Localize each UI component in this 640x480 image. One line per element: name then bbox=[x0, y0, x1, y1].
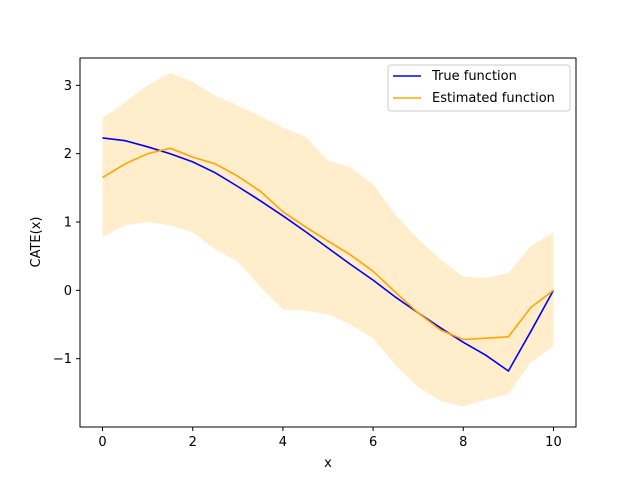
x-axis-label: x bbox=[324, 456, 332, 471]
legend-estimated-label: Estimated function bbox=[432, 91, 555, 106]
y-tick-label: −1 bbox=[53, 352, 72, 367]
x-tick-label: 4 bbox=[279, 435, 287, 450]
x-tick-label: 6 bbox=[369, 435, 377, 450]
y-tick-label: 1 bbox=[64, 216, 72, 231]
x-tick-label: 0 bbox=[98, 435, 106, 450]
y-tick-label: 2 bbox=[64, 147, 72, 162]
y-axis-label: CATE(x) bbox=[29, 217, 44, 268]
y-tick-label: 3 bbox=[64, 79, 72, 94]
legend: True function Estimated function bbox=[388, 65, 570, 111]
x-tick-label: 10 bbox=[545, 435, 562, 450]
y-tick-label: 0 bbox=[64, 284, 72, 299]
x-tick-label: 8 bbox=[459, 435, 467, 450]
x-tick-label: 2 bbox=[189, 435, 197, 450]
legend-true-label: True function bbox=[431, 69, 517, 84]
